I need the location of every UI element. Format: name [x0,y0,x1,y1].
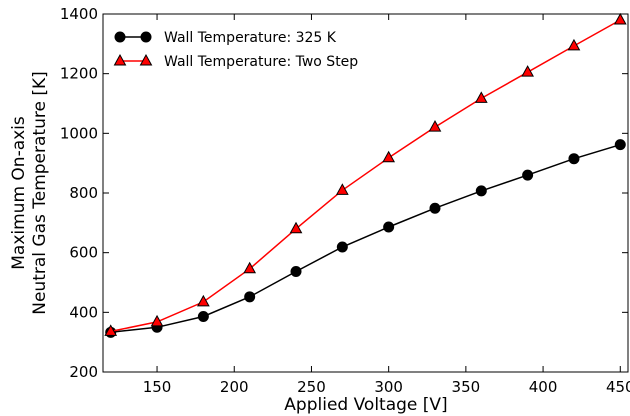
series-2 [104,12,627,336]
legend-marker [113,53,127,66]
data-point [568,153,580,165]
legend-marker [114,31,126,43]
legend-label: Wall Temperature: Two Step [164,54,358,70]
data-point [382,150,396,163]
data-point [428,120,442,132]
series-line [110,19,621,333]
data-point [150,314,164,327]
x-tick-label: 400 [529,378,558,396]
data-point [335,183,349,195]
x-tick-label: 450 [606,378,630,396]
data-point [475,185,487,197]
y-tick-label: 200 [69,363,98,381]
y-tick-label: 1200 [60,65,98,83]
x-tick-label: 300 [374,378,403,396]
data-point [613,12,627,25]
y-tick-label: 800 [69,184,98,202]
legend-marker [140,31,152,43]
x-tick-label: 350 [452,378,481,396]
y-axis-title-line1: Maximum On-axis [9,116,29,270]
axis-ticks: 150 200 250 300 350 400 450 200 400 600 800 1000 120… [60,5,630,396]
series-line [110,143,621,334]
data-point [614,139,626,151]
x-tick-label: 150 [143,378,172,396]
legend-entry: Wall Temperature: Two Step [113,53,358,70]
y-axis-title: Maximum On-axis Neutral Gas Temperature … [9,71,50,315]
x-tick-label: 250 [297,378,326,396]
data-point [244,291,256,303]
y-axis-title-line2: Neutral Gas Temperature [K] [30,71,50,315]
y-tick-label: 400 [69,303,98,321]
legend: Wall Temperature: 325 K Wall Temperature:… [113,30,358,70]
legend-marker [139,53,153,66]
data-point [197,294,210,307]
legend-entry: Wall Temperature: 325 K [114,30,337,46]
y-tick-label: 1000 [60,124,98,142]
x-axis-title: Applied Voltage [V] [284,395,447,415]
data-point [243,261,257,274]
data-point [521,65,534,77]
data-point [290,265,302,277]
data-point [567,38,581,51]
data-point [474,91,488,103]
data-point [336,241,348,253]
data-point [104,324,118,336]
data-point [197,311,209,323]
plot-area [102,13,629,373]
data-point [289,221,303,234]
y-tick-label: 600 [69,244,98,262]
y-tick-label: 1400 [60,5,98,23]
series-layer [104,12,627,338]
data-point [429,202,441,214]
legend-label: Wall Temperature: 325 K [164,30,337,46]
x-tick-label: 200 [220,378,249,396]
data-point [383,221,395,233]
data-point [522,169,534,181]
